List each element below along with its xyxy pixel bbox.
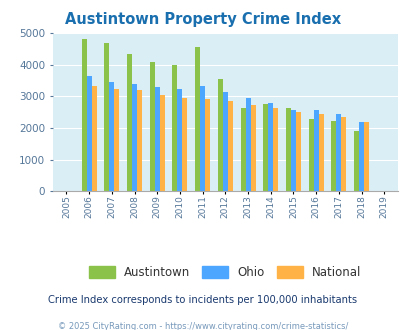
Bar	[273, 108, 277, 191]
Bar	[159, 95, 164, 191]
Bar	[205, 99, 210, 191]
Bar	[318, 114, 323, 191]
Text: © 2025 CityRating.com - https://www.cityrating.com/crime-statistics/: © 2025 CityRating.com - https://www.city…	[58, 322, 347, 330]
Bar	[313, 110, 318, 191]
Bar	[114, 89, 119, 191]
Bar	[104, 43, 109, 191]
Bar	[363, 122, 368, 191]
Bar	[341, 116, 345, 191]
Bar	[132, 84, 136, 191]
Bar	[149, 62, 154, 191]
Bar	[268, 103, 273, 191]
Text: Austintown Property Crime Index: Austintown Property Crime Index	[65, 12, 340, 26]
Bar	[92, 85, 96, 191]
Bar	[290, 110, 295, 191]
Bar	[81, 39, 86, 191]
Bar	[285, 108, 290, 191]
Bar	[200, 85, 205, 191]
Bar	[353, 131, 358, 191]
Bar	[109, 82, 114, 191]
Bar	[182, 98, 187, 191]
Bar	[217, 79, 222, 191]
Bar	[136, 90, 142, 191]
Legend: Austintown, Ohio, National: Austintown, Ohio, National	[84, 261, 366, 284]
Bar	[262, 104, 268, 191]
Bar	[330, 121, 335, 191]
Bar	[222, 92, 227, 191]
Bar	[335, 115, 341, 191]
Bar	[240, 108, 245, 191]
Text: Crime Index corresponds to incidents per 100,000 inhabitants: Crime Index corresponds to incidents per…	[48, 295, 357, 305]
Bar	[245, 98, 250, 191]
Bar	[86, 76, 92, 191]
Bar	[154, 87, 159, 191]
Bar	[295, 112, 300, 191]
Bar	[172, 65, 177, 191]
Bar	[358, 122, 363, 191]
Bar	[177, 89, 182, 191]
Bar	[250, 105, 255, 191]
Bar	[227, 101, 232, 191]
Bar	[195, 47, 200, 191]
Bar	[127, 54, 132, 191]
Bar	[308, 119, 313, 191]
